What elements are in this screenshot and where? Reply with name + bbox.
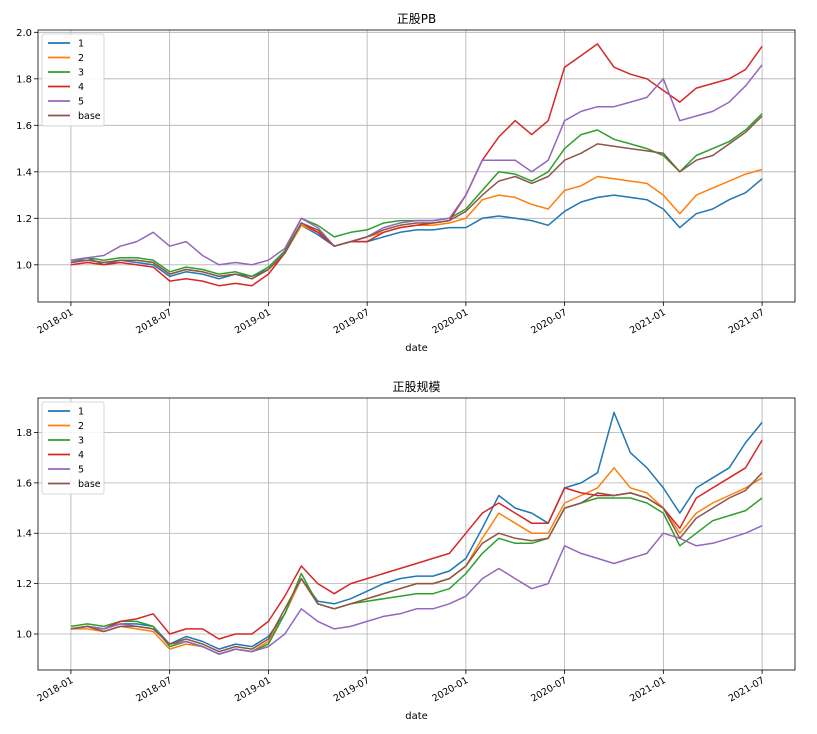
x-tick-label: 2020-01 [430,675,470,704]
y-tick-label: 2.0 [16,28,32,39]
x-tick-label: 2018-01 [36,307,76,336]
legend-label-4: 4 [78,450,84,461]
series-line-5 [70,525,763,655]
legend: 1 2 3 4 5 base [41,33,105,127]
legend-label-5: 5 [78,465,84,476]
x-tick-label: 2019-01 [233,307,273,336]
legend-label-1: 1 [78,407,84,418]
legend-label-2: 2 [78,53,84,64]
x-tick-label: 2019-07 [332,307,372,336]
x-tick-label: 2018-07 [134,675,174,704]
series-line-1 [70,178,763,280]
legend-label-base: base [78,479,101,490]
series-line-1 [70,411,763,650]
y-tick-label: 1.8 [16,74,32,85]
legend-label-1: 1 [78,39,84,50]
legend-label-base: base [78,111,101,122]
y-tick-label: 1.0 [16,629,32,640]
x-tick-label: 2021-01 [628,675,668,704]
x-tick-label: 2019-07 [332,675,372,704]
y-tick-label: 1.4 [16,167,32,178]
series-line-5 [70,64,763,266]
x-tick-label: 2018-07 [134,307,174,336]
y-tick-label: 1.4 [16,529,32,540]
chart-title: 正股PB [397,12,436,26]
subplot-2: 正股规模 1.0 1.2 1.4 1.6 1.8 2018-01 2018-07 2019-01… [16,379,796,722]
y-tick-label: 1.2 [16,214,32,225]
series-line-base [70,115,763,280]
axes-frame [37,29,796,303]
x-axis-label: date [405,711,428,722]
x-tick-label: 2020-07 [529,307,569,336]
series-line-3 [70,113,763,278]
series-line-4 [70,43,763,287]
legend-label-2: 2 [78,421,84,432]
y-tick-label: 1.2 [16,579,32,590]
y-tick-label: 1.8 [16,428,32,439]
x-axis-label: date [405,343,428,354]
x-tick-label: 2018-01 [36,675,76,704]
y-tick-label: 1.6 [16,121,32,132]
legend-label-3: 3 [78,436,84,447]
x-tick-label: 2021-01 [628,307,668,336]
subplot-1: 正股PB 1.0 1.2 1.4 1.6 1.8 2.0 2018-01 2018-07 2019… [16,12,796,354]
legend-label-5: 5 [78,97,84,108]
series-line-2 [70,467,763,655]
x-tick-label: 2021-07 [727,675,767,704]
y-tick-label: 1.6 [16,478,32,489]
y-tick-label: 1.0 [16,260,32,271]
chart-title: 正股规模 [392,379,440,394]
x-tick-label: 2021-07 [727,307,767,336]
series-line-base [70,472,763,653]
legend-label-4: 4 [78,82,84,93]
x-tick-label: 2019-01 [233,675,273,704]
x-tick-label: 2020-01 [430,307,470,336]
series-line-2 [70,168,763,280]
axes-frame [37,397,796,671]
legend: 1 2 3 4 5 base [41,401,105,495]
legend-label-3: 3 [78,68,84,79]
x-tick-label: 2020-07 [529,675,569,704]
